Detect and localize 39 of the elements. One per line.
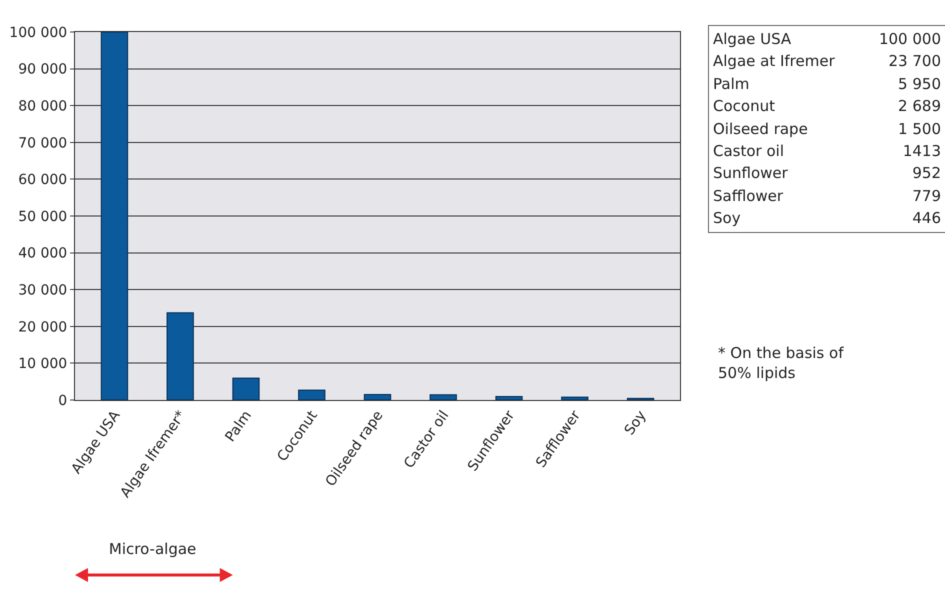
text: 5 950 <box>898 74 941 95</box>
text: 1413 <box>902 141 941 162</box>
y-tick-label: 0 <box>58 392 68 409</box>
text: 23 700 <box>888 51 941 72</box>
text: * On the basis of 50% lipids <box>718 343 845 383</box>
y-tick-label: 30 000 <box>18 282 68 298</box>
y-tick-label: 10 000 <box>18 356 68 372</box>
bar <box>495 396 523 400</box>
y-tick-label: 100 000 <box>9 24 68 41</box>
text: 446 <box>912 208 941 230</box>
y-tick-label: 70 000 <box>18 135 68 152</box>
bar <box>166 312 194 400</box>
text: Coconut <box>713 96 775 118</box>
text: 1 500 <box>898 118 941 140</box>
text: Sunflower <box>713 163 788 184</box>
bar <box>561 396 588 400</box>
text: Micro-algae <box>108 540 196 558</box>
text: Safflower <box>713 186 784 207</box>
bar <box>298 390 326 400</box>
text: 2 689 <box>898 96 941 118</box>
text: Castor oil <box>713 141 784 162</box>
text: Oilseed rape <box>713 118 808 140</box>
text: 100 000 <box>878 29 941 50</box>
y-tick-label: 60 000 <box>18 172 68 188</box>
y-tick-label: 80 000 <box>18 98 68 114</box>
text: Palm <box>713 74 750 95</box>
bar <box>364 394 392 400</box>
y-tick-label: 20 000 <box>18 319 68 336</box>
y-tick-label: 40 000 <box>18 246 68 262</box>
text: Soy <box>713 208 741 230</box>
bar <box>100 32 128 400</box>
bar <box>430 394 457 400</box>
y-tick-label: 50 000 <box>18 208 68 225</box>
text: 952 <box>912 163 941 184</box>
text: 779 <box>912 186 941 207</box>
text: Algae USA <box>713 29 792 50</box>
text: Algae at Ifremer <box>713 51 835 72</box>
bar <box>232 378 260 400</box>
y-tick-label: 90 000 <box>18 62 68 78</box>
